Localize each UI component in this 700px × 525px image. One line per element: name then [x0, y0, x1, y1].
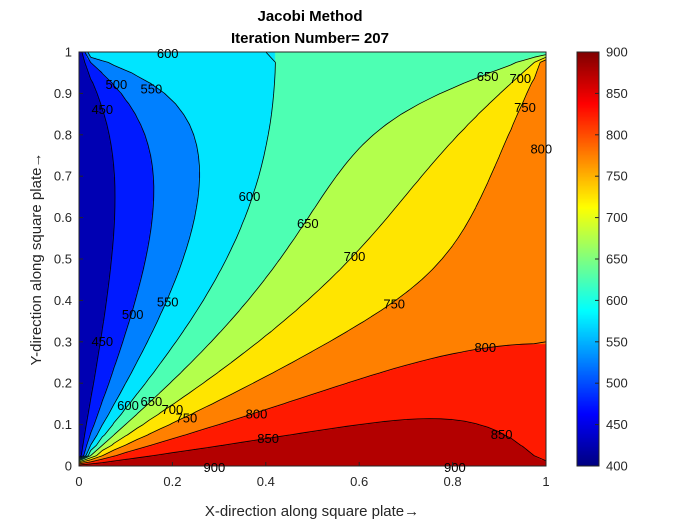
contour-label: 600	[117, 398, 139, 413]
colorbar-tick-label: 700	[606, 210, 628, 225]
colorbar-tick-label: 450	[606, 417, 628, 432]
contour-line-450	[79, 52, 116, 458]
contour-label: 450	[91, 334, 113, 349]
y-tick-label: 0.2	[54, 376, 72, 391]
contour-label: 850	[491, 427, 513, 442]
x-tick-label: 0.2	[163, 474, 181, 489]
y-tick-label: 0.5	[54, 252, 72, 267]
colorbar-tick-label: 900	[606, 45, 628, 60]
colorbar-tick-label: 600	[606, 293, 628, 308]
y-tick-label: 1	[65, 45, 72, 60]
contour-line-600	[79, 52, 276, 461]
colorbar-tick-label: 500	[606, 376, 628, 391]
y-tick-label: 0.6	[54, 210, 72, 225]
contour-label: 900	[444, 460, 466, 475]
y-axis: 0 0.1 0.2 0.3 0.4 0.5 0.6 0.7 0.8 0.9 1	[54, 45, 83, 474]
contour-label: 800	[474, 340, 496, 355]
contour-label: 700	[509, 71, 531, 86]
contour-label: 500	[122, 307, 144, 322]
y-axis-label: Y-direction along square plate→	[28, 153, 45, 366]
contour-label: 800	[246, 406, 268, 421]
contour-line-750	[79, 59, 546, 464]
contour-line-500	[79, 52, 155, 459]
colorbar-ticks: 400 450 500 550 600 650 700 750 800 850 900	[595, 45, 628, 474]
x-axis: 0 0.2 0.4 0.6 0.8 1	[75, 462, 550, 489]
contour-label: 650	[477, 69, 499, 84]
x-tick-label: 0.8	[444, 474, 462, 489]
colorbar-tick-label: 850	[606, 86, 628, 101]
colorbar: 400 450 500 550 600 650 700 750 800 850 900	[576, 45, 628, 474]
contour-label: 500	[106, 77, 128, 92]
contour-label: 700	[344, 249, 366, 264]
chart-title-line1: Jacobi Method	[257, 8, 362, 25]
x-tick-label: 0.4	[257, 474, 275, 489]
x-tick-label: 0	[75, 474, 82, 489]
y-tick-label: 0	[65, 459, 72, 474]
contour-label: 550	[141, 81, 163, 96]
contour-fill	[79, 52, 546, 466]
contour-label: 750	[514, 100, 536, 115]
contour-label: 750	[176, 410, 198, 425]
contour-line-850	[79, 418, 546, 466]
contour-line-650	[79, 54, 546, 462]
contour-label: 750	[383, 297, 405, 312]
colorbar-tick-label: 750	[606, 169, 628, 184]
contour-line-550	[79, 52, 200, 460]
contour-label: 900	[204, 460, 226, 475]
y-tick-label: 0.3	[54, 334, 72, 349]
contour-label: 650	[297, 216, 319, 231]
colorbar-tick-label: 400	[606, 459, 628, 474]
plot-area	[78, 51, 547, 467]
contour-label: 700	[162, 402, 184, 417]
y-tick-label: 0.7	[54, 169, 72, 184]
contour-line-800	[79, 62, 546, 465]
y-tick-label: 0.8	[54, 127, 72, 142]
colorbar-gradient	[577, 52, 599, 466]
y-tick-label: 0.1	[54, 417, 72, 432]
contour-label: 600	[157, 46, 179, 61]
x-tick-label: 0.6	[350, 474, 368, 489]
contour-label: 450	[91, 102, 113, 117]
contour-label: 600	[239, 189, 261, 204]
x-axis-label: X-direction along square plate→	[205, 503, 419, 520]
colorbar-tick-label: 800	[606, 127, 628, 142]
colorbar-tick-label: 550	[606, 334, 628, 349]
y-tick-label: 0.9	[54, 86, 72, 101]
x-tick-label: 1	[542, 474, 549, 489]
chart-title-line2: Iteration Number= 207	[231, 30, 389, 47]
contour-line-700	[79, 56, 546, 463]
y-tick-label: 0.4	[54, 293, 72, 308]
contour-label: 800	[530, 141, 552, 156]
contour-label: 550	[157, 295, 179, 310]
contour-label: 650	[141, 394, 163, 409]
contour-label: 850	[257, 431, 279, 446]
colorbar-tick-label: 650	[606, 252, 628, 267]
contour-lines	[79, 52, 546, 466]
